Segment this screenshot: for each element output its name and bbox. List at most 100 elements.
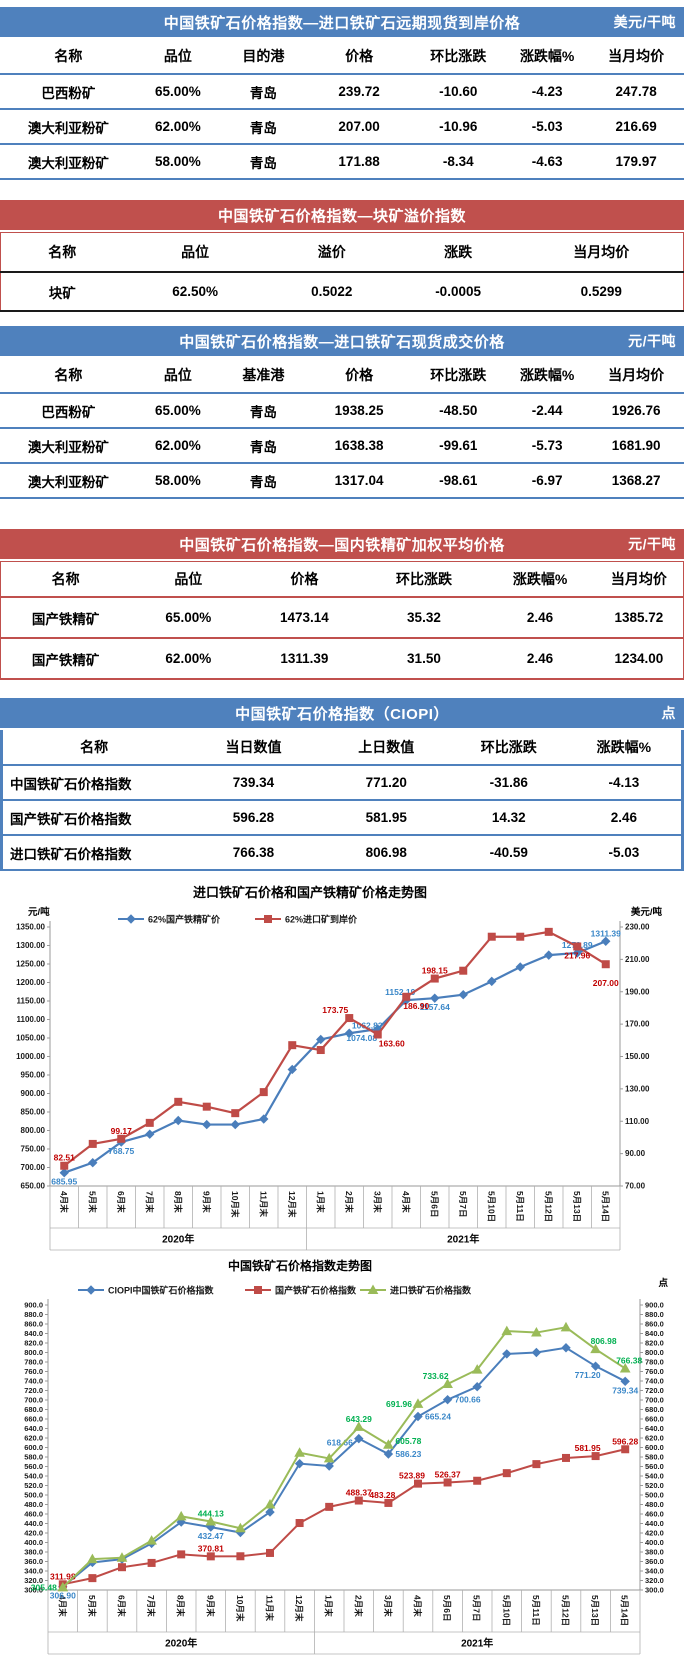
year-band-label: 2020年 <box>162 1233 194 1246</box>
column-header: 基准港 <box>218 358 308 394</box>
table-cell: -5.73 <box>506 428 589 464</box>
y-axis-label: 1300.00 <box>16 941 45 950</box>
column-header: 涨跌幅% <box>506 358 589 394</box>
table-cell: 1368.27 <box>588 463 684 499</box>
data-point-label: 82.51 <box>54 1153 76 1163</box>
x-axis-label-text: 4月末 <box>413 1595 423 1617</box>
y-axis-label: 1150.00 <box>17 997 46 1006</box>
x-axis-label: 8月末 <box>176 1595 186 1617</box>
table-cell: 1638.38 <box>307 428 411 464</box>
data-point <box>621 1445 630 1454</box>
table-cell: 65.00% <box>136 74 219 110</box>
x-axis-label-text: 5月13日 <box>572 1191 582 1222</box>
x-axis-label-text: 5月14日 <box>620 1595 630 1626</box>
y-axis-label: 820.0 <box>24 1339 43 1348</box>
x-axis-label: 5月11日 <box>515 1191 525 1222</box>
data-point <box>288 1041 297 1050</box>
x-axis-label: 5月11日 <box>531 1595 541 1626</box>
data-point <box>367 1284 379 1294</box>
data-point-label: 1157.64 <box>420 1002 451 1012</box>
table-import-forward: 中国铁矿石价格指数—进口铁矿石远期现货到岸价格 美元/干吨 名称 品位 目的港 价格 环比涨… <box>0 7 684 180</box>
data-point <box>561 1343 571 1353</box>
data-point-label: 766.38 <box>616 1355 642 1365</box>
data-point-label: 1311.39 <box>591 928 622 938</box>
column-header: 环比涨跌 <box>410 358 507 394</box>
y-axis-label: 360.0 <box>645 1557 664 1566</box>
y-axis-label: 560.0 <box>24 1462 43 1471</box>
data-point-label: 685.95 <box>51 1177 77 1187</box>
x-axis-label: 5月7日 <box>458 1191 468 1217</box>
table-cell: 1234.00 <box>594 638 684 680</box>
header-row: 名称 当日数值 上日数值 环比涨跌 涨跌幅% <box>1 730 683 766</box>
table-cell: 0.5299 <box>519 272 684 312</box>
x-axis-label: 1月末 <box>324 1595 334 1617</box>
y-axis-label: 660.0 <box>24 1415 43 1424</box>
y-axis-label: 580.0 <box>24 1453 43 1462</box>
table-unit: 点 <box>661 705 676 721</box>
data-point <box>532 1460 541 1469</box>
column-header: 价格 <box>307 358 411 394</box>
y-axis-label: 90.00 <box>625 1149 646 1158</box>
data-point-label: 691.96 <box>386 1399 412 1409</box>
data-point <box>287 1064 297 1075</box>
data-point-label: 771.20 <box>575 1370 601 1380</box>
data-point <box>487 932 496 941</box>
data-point <box>412 1398 424 1408</box>
data-point <box>325 1502 334 1511</box>
chart-index-trend: 中国铁矿石价格指数走势图点300.0320.0340.0360.0380.040… <box>24 1258 668 1655</box>
x-axis-label: 12月末 <box>294 1595 304 1622</box>
table-title-bar: 中国铁矿石价格指数—进口铁矿石远期现货到岸价格 美元/干吨 <box>0 7 684 37</box>
table-row: 澳大利亚粉矿 62.00% 青岛 1638.38 -99.61 -5.73 1681.90 <box>0 428 684 464</box>
y-axis-label: 720.0 <box>645 1386 664 1395</box>
data-point <box>373 1030 382 1039</box>
data-point <box>59 1167 69 1178</box>
table-cell: 62.50% <box>123 272 267 312</box>
column-header: 目的港 <box>218 39 308 75</box>
x-axis-label-text: 2月末 <box>344 1191 354 1213</box>
y-axis-label: 380.0 <box>645 1548 664 1557</box>
data-point-label: 806.98 <box>591 1336 617 1346</box>
data-point-label: 739.34 <box>612 1385 638 1395</box>
data-point <box>430 993 440 1003</box>
x-axis-label: 7月末 <box>146 1595 156 1617</box>
data-point <box>294 1458 305 1469</box>
y-axis-label: 800.0 <box>645 1348 664 1357</box>
x-axis-label-text: 2月末 <box>353 1595 363 1617</box>
data-point <box>383 1439 394 1449</box>
data-point <box>402 992 411 1001</box>
x-axis-label-text: 4月末 <box>59 1191 69 1213</box>
x-axis-label-text: 10月末 <box>230 1191 240 1218</box>
column-header: 上日数值 <box>321 730 451 766</box>
x-axis-label-text: 12月末 <box>294 1595 304 1622</box>
data-point <box>502 1469 511 1478</box>
table-cell: 207.00 <box>307 109 411 145</box>
x-axis-label: 10月末 <box>235 1595 245 1622</box>
series-line <box>63 930 607 1167</box>
x-axis-label-text: 5月11日 <box>515 1191 525 1222</box>
x-axis-label: 2月末 <box>344 1191 354 1213</box>
data-point-label: 586.23 <box>395 1449 421 1459</box>
y-axis-label: 800.0 <box>24 1348 43 1357</box>
table-cell: 596.28 <box>185 800 322 836</box>
data-point <box>354 1496 363 1505</box>
column-header: 当日数值 <box>185 730 322 766</box>
data-point <box>619 1362 631 1373</box>
table-cell: 581.95 <box>321 800 451 836</box>
x-axis-label-text: 4月末 <box>401 1191 411 1213</box>
data-point <box>202 1102 211 1111</box>
x-axis-label: 5月6日 <box>442 1595 452 1621</box>
table-cell: 2.46 <box>485 638 595 680</box>
legend-label: 国产铁矿石价格指数 <box>275 1285 357 1296</box>
data-point <box>88 1157 98 1168</box>
data-point <box>502 1349 512 1359</box>
table-cell: 国产铁精矿 <box>0 597 131 639</box>
column-header: 环比涨跌 <box>410 39 507 75</box>
x-axis-label-text: 5月12日 <box>561 1595 571 1626</box>
table-cell: 中国铁矿石价格指数 <box>1 765 186 801</box>
data-point-label: 1074.08 <box>346 1033 377 1043</box>
data-point <box>383 1449 394 1459</box>
table-cell: 2.46 <box>566 800 683 836</box>
data-point-label: 370.81 <box>198 1543 224 1553</box>
table-cell: 澳大利亚粉矿 <box>0 144 137 180</box>
table-cell: 青岛 <box>218 463 308 499</box>
